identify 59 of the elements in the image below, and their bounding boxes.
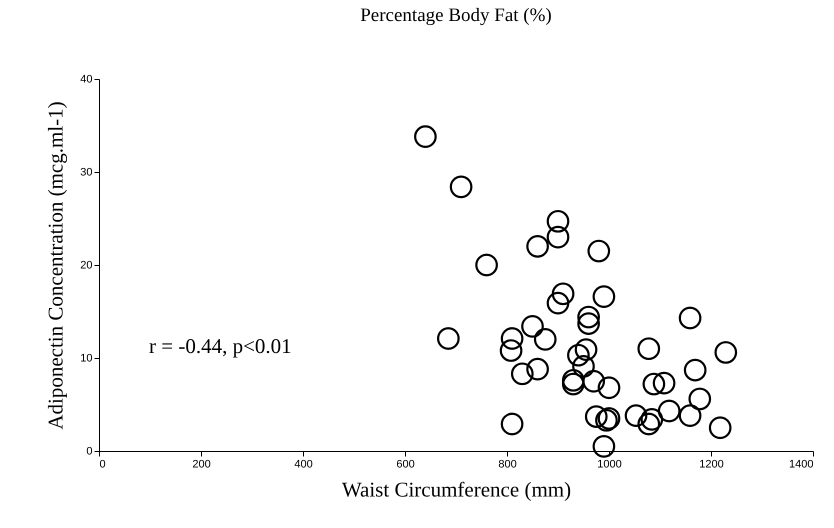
point (582, 370, 606, 393)
chart-title: Percentage Body Fat (%) (360, 5, 552, 26)
y-axis-title: Adiponectin Concentration (mcg.ml-1) (43, 101, 68, 430)
point (678, 404, 702, 427)
point (437, 327, 460, 350)
point (562, 368, 585, 392)
point (526, 358, 549, 380)
point (714, 341, 738, 364)
point (688, 388, 712, 410)
y-tick-label: 30 (80, 166, 92, 178)
x-tick-label: 200 (192, 458, 211, 470)
annotation: r = -0.44, p<0.01 (149, 334, 292, 358)
y-tick-label: 20 (80, 260, 92, 272)
point (637, 337, 660, 360)
point (592, 435, 616, 458)
x-tick-label: 1000 (597, 458, 622, 470)
point (546, 292, 570, 314)
point (475, 254, 498, 276)
x-tick-label: 600 (396, 458, 415, 470)
point (500, 412, 524, 436)
point (562, 372, 585, 396)
y-tick-label: 40 (80, 74, 92, 86)
point (640, 408, 664, 431)
x-axis-title: Waist Circumference (mm) (342, 478, 572, 502)
point (521, 315, 544, 338)
point (592, 285, 616, 308)
point (577, 312, 600, 335)
point (534, 328, 557, 351)
point (587, 240, 610, 262)
x-tick-label: 400 (294, 458, 313, 470)
x-tick-label: 0 (100, 458, 106, 470)
point (572, 355, 595, 378)
point (624, 404, 648, 427)
point (708, 416, 732, 440)
point (684, 358, 707, 382)
x-tick-label: 1400 (789, 458, 814, 470)
x-tick-label: 800 (498, 458, 517, 470)
point (678, 306, 702, 330)
point (510, 362, 534, 386)
point (450, 176, 472, 198)
point (414, 125, 437, 148)
point (552, 282, 574, 306)
point (567, 344, 590, 367)
point (500, 327, 524, 350)
point (642, 372, 666, 396)
point (546, 226, 570, 248)
point (637, 412, 660, 436)
point (577, 306, 600, 328)
y-tick-label: 10 (80, 352, 92, 364)
point (574, 338, 598, 361)
y-tick-label: 0 (86, 446, 92, 458)
point (584, 405, 608, 428)
point (546, 210, 570, 233)
point (526, 235, 549, 258)
point (658, 400, 681, 422)
point (598, 376, 620, 400)
point (652, 372, 676, 394)
point (500, 339, 522, 362)
x-tick-label: 1200 (699, 458, 724, 470)
